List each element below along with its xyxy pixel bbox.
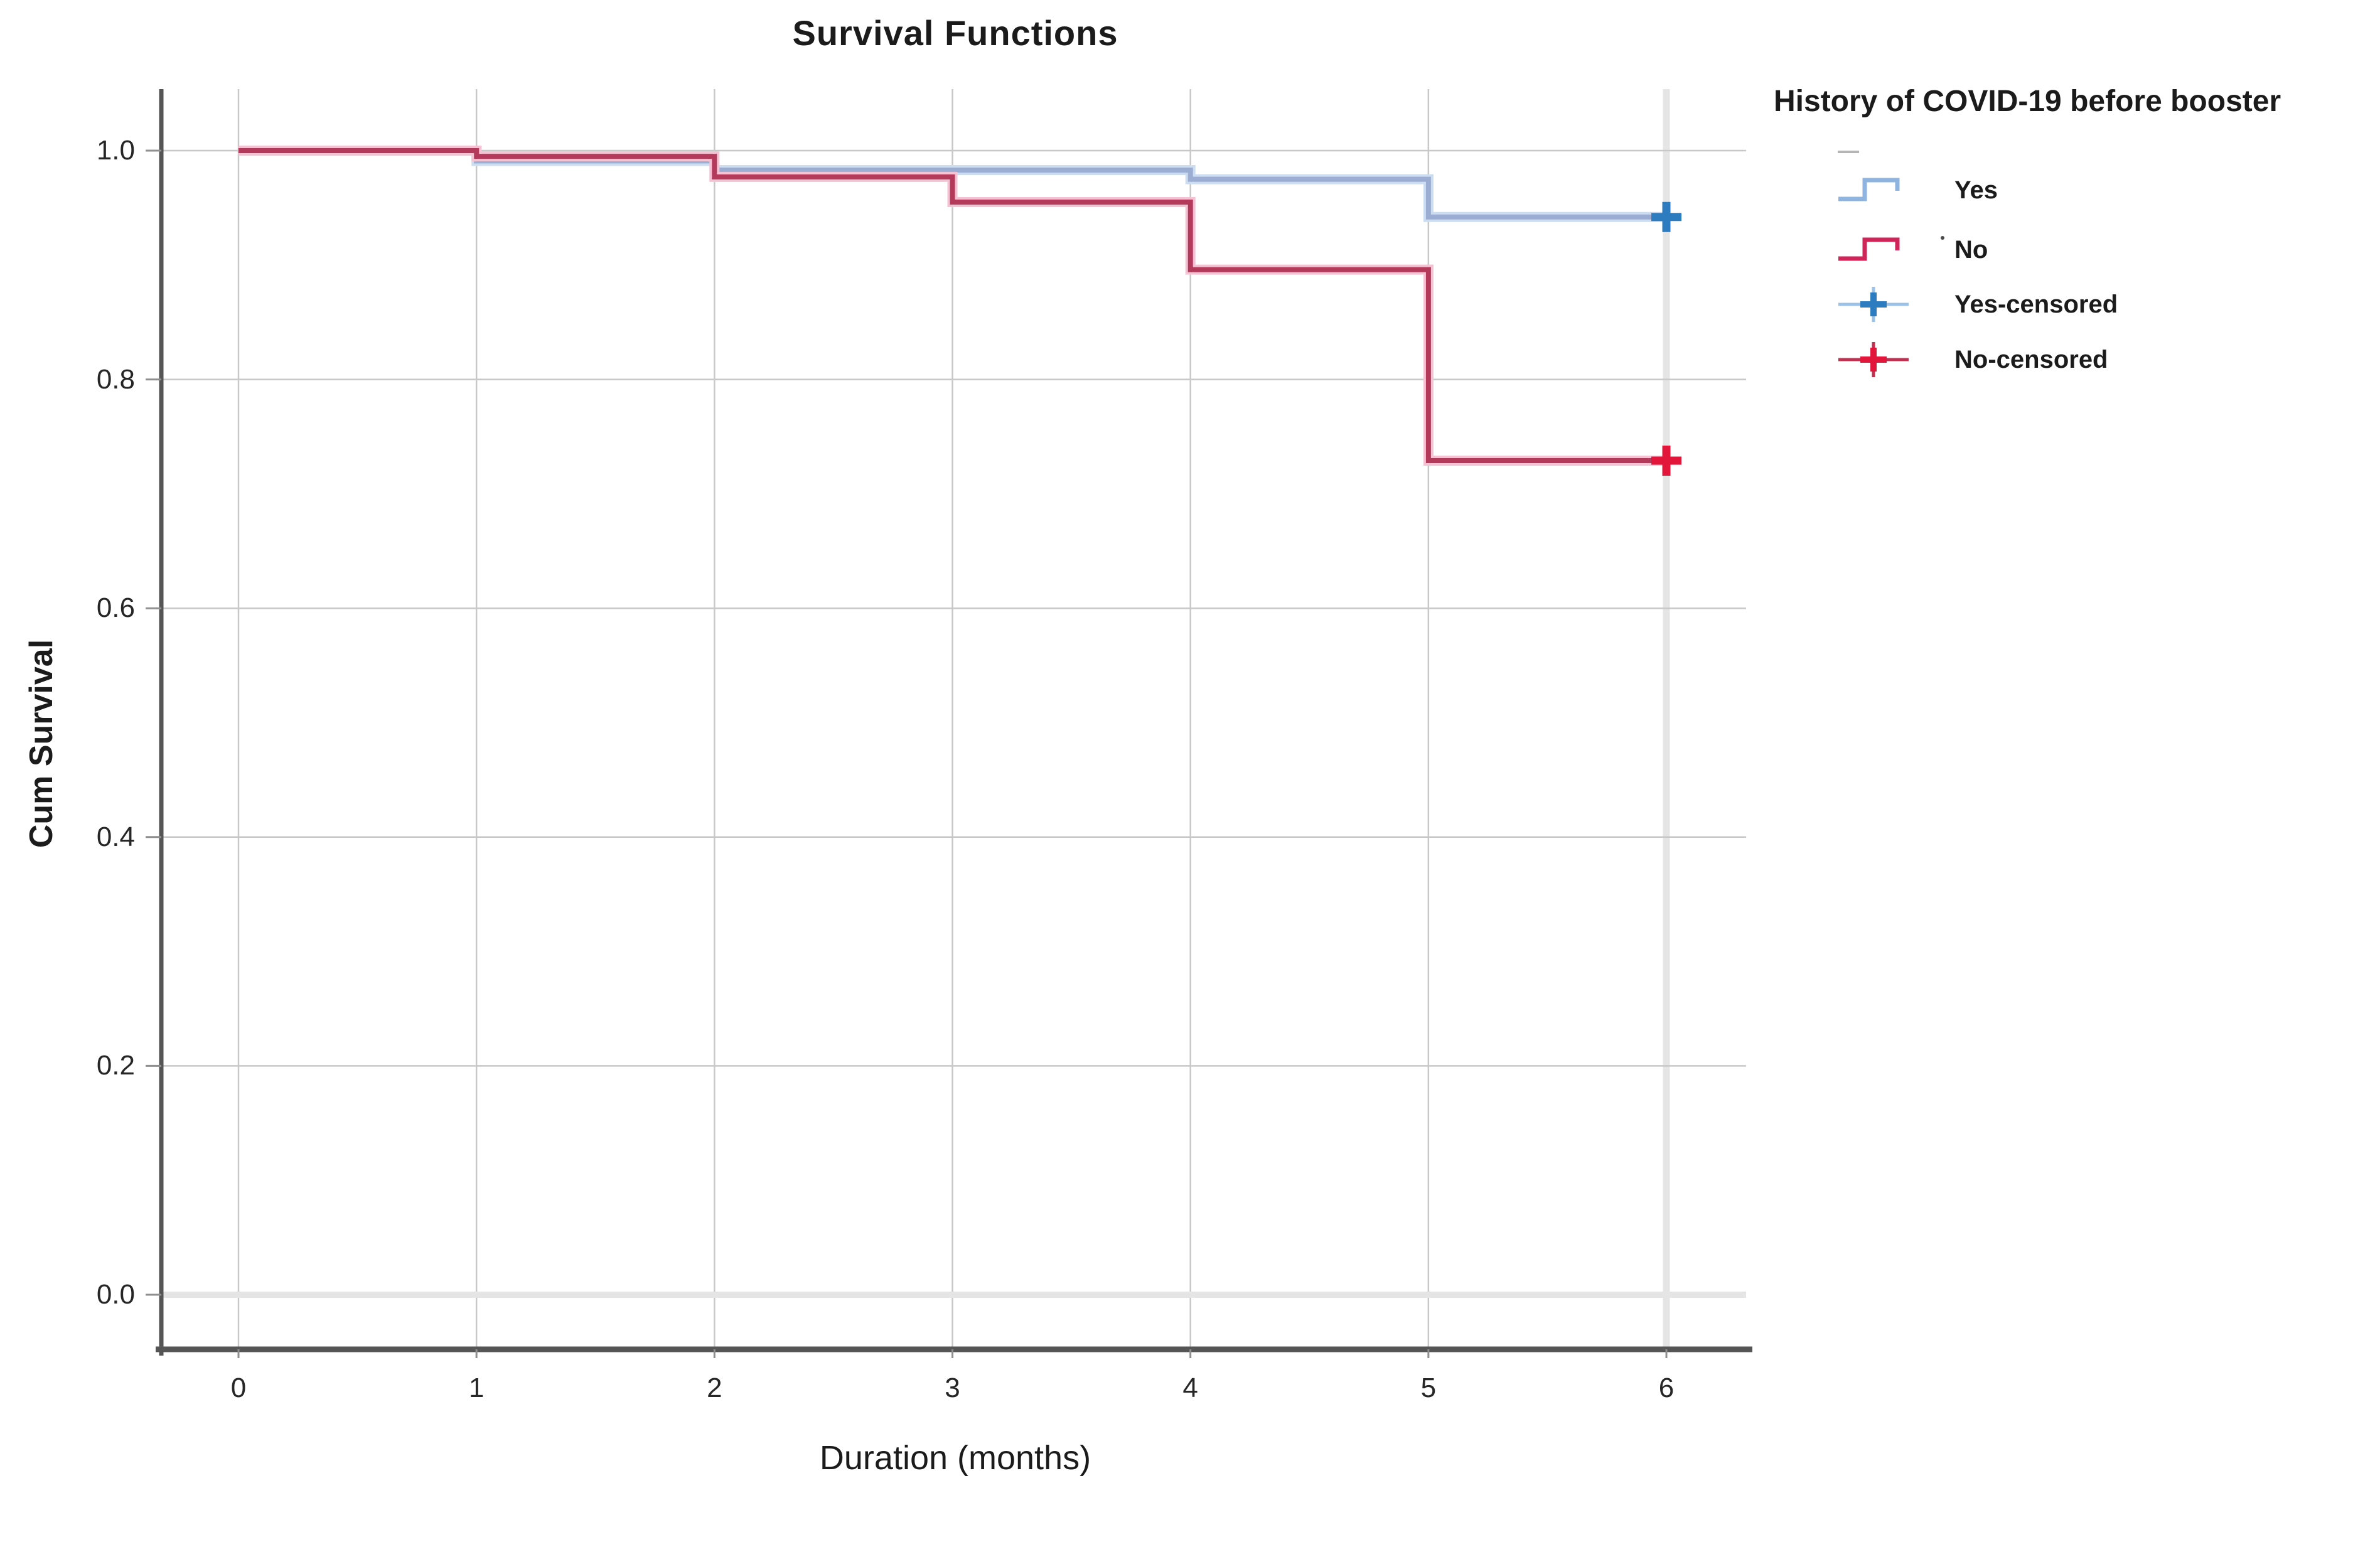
x-axis-title: Duration (months) (819, 1439, 1091, 1477)
legend-label: Yes (1954, 176, 1998, 204)
y-tick-label: 0.0 (96, 1279, 135, 1310)
survival-curve-no (239, 148, 1666, 463)
x-tick-label: 3 (945, 1373, 960, 1403)
x-tick-label: 2 (707, 1373, 722, 1403)
x-tick-label: 1 (468, 1373, 485, 1403)
x-tick-label: 5 (1420, 1373, 1437, 1403)
y-axis-title: Cum Survival (23, 639, 60, 849)
x-tick-label: 4 (1182, 1373, 1198, 1403)
chart-title: Survival Functions (792, 13, 1118, 53)
y-tick-label: 0.2 (96, 1050, 135, 1081)
step-line-icon (1838, 178, 1900, 201)
plus-marker-icon (1838, 287, 1909, 322)
y-tick-label: 1.0 (96, 135, 135, 166)
y-tick-label: 0.8 (96, 363, 135, 395)
legend-title: History of COVID-19 before booster (1774, 85, 2281, 118)
legend-label: No (1954, 235, 1988, 264)
legend-entry-yes: Yes (1770, 168, 1998, 212)
y-tick-label: 0.6 (96, 592, 135, 624)
legend-entry-yes-censored: Yes-censored (1770, 282, 2118, 326)
legend-artifact-dash (1838, 151, 1859, 153)
legend-artifact-dot (1941, 236, 1944, 240)
legend-entry-no-censored: No-censored (1770, 338, 2108, 382)
x-tick-label: 6 (1658, 1373, 1675, 1403)
legend: History of COVID-19 before booster Yes N… (1770, 74, 2380, 426)
x-tick-label: 0 (230, 1373, 247, 1403)
legend-entry-no: No (1770, 228, 1988, 272)
step-line-icon (1838, 237, 1900, 261)
legend-label: No-censored (1954, 345, 2108, 373)
y-tick-label: 0.4 (96, 821, 135, 852)
legend-label: Yes-censored (1954, 290, 2118, 318)
plus-marker-icon (1838, 342, 1909, 377)
